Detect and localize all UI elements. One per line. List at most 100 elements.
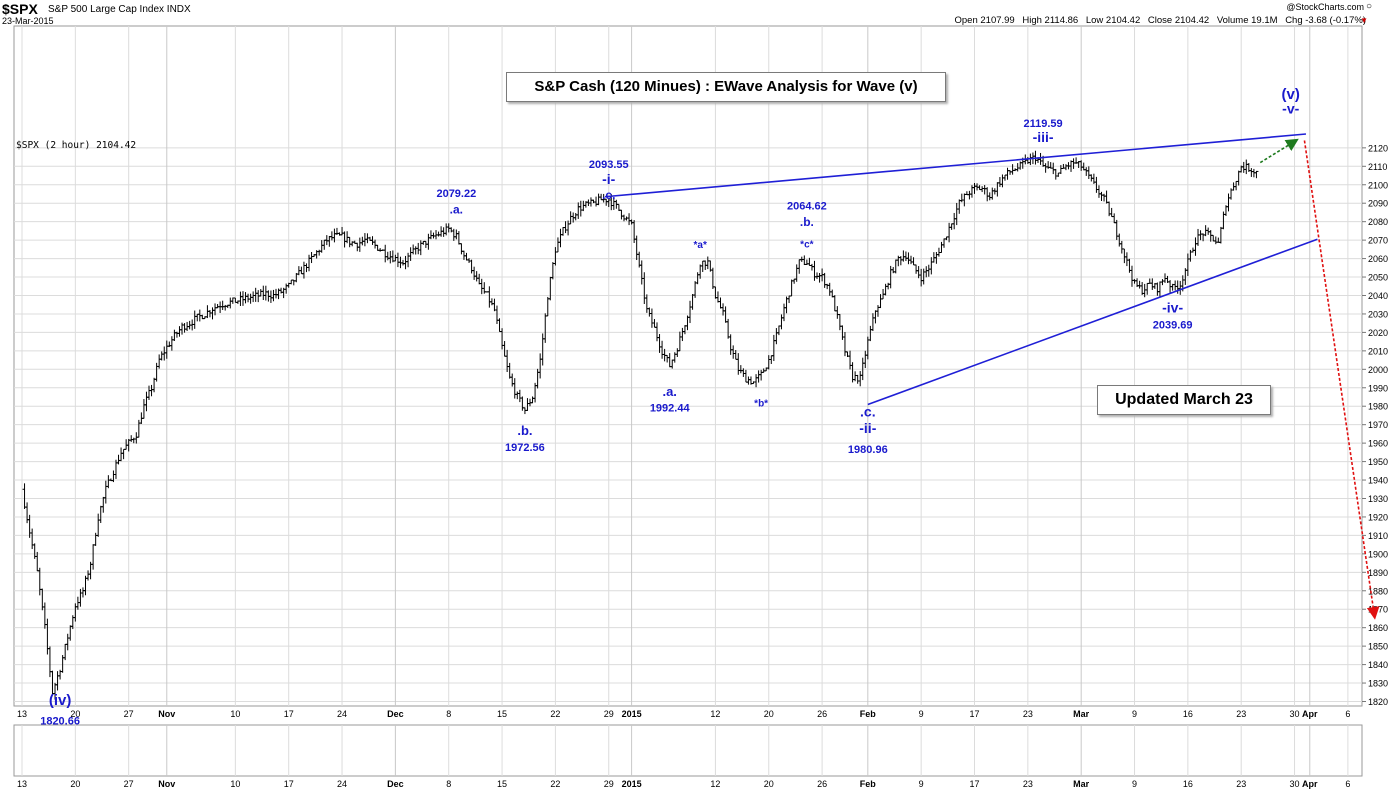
x-tick-label: 10 — [230, 709, 240, 719]
x-tick-label: 23 — [1023, 709, 1033, 719]
low-readout: Low 2104.42 — [1085, 15, 1141, 26]
y-tick-label: 1840 — [1368, 660, 1388, 670]
x-tick-label: Dec — [387, 709, 404, 719]
y-tick-label: 2070 — [1368, 236, 1388, 246]
wave-label: 1972.56 — [505, 442, 545, 454]
x-tick-label-bottom: 17 — [969, 779, 979, 789]
y-tick-label: 1980 — [1368, 402, 1388, 412]
x-tick-label: 27 — [124, 709, 134, 719]
y-tick-label: 2060 — [1368, 254, 1388, 264]
y-tick-label: 2040 — [1368, 291, 1388, 301]
y-tick-label: 1920 — [1368, 512, 1388, 522]
x-tick-label: 12 — [710, 709, 720, 719]
y-tick-label: 2110 — [1368, 162, 1387, 172]
y-tick-label: 2120 — [1368, 143, 1388, 153]
projection-arrow-down — [1303, 140, 1380, 620]
x-tick-label-bottom: 22 — [550, 779, 560, 789]
y-tick-label: 2090 — [1368, 199, 1388, 209]
wave-label: .a. — [450, 202, 463, 216]
wave-label: .c. — [860, 403, 876, 419]
close-readout: Close 2104.42 — [1147, 15, 1210, 26]
x-tick-label-bottom: 2015 — [622, 779, 642, 789]
wave-label: 2093.55 — [589, 159, 629, 171]
x-tick-label-bottom: 20 — [70, 779, 80, 789]
wave-annotation: 2093.55-i-.c. — [589, 159, 629, 202]
y-tick-label: 2010 — [1368, 346, 1388, 356]
updated-note: Updated March 23 — [1097, 385, 1271, 415]
wave-label: (v) — [1282, 86, 1300, 103]
wave-label: 1980.96 — [848, 444, 888, 456]
x-tick-label-bottom: 8 — [446, 779, 451, 789]
x-tick-label: 15 — [497, 709, 507, 719]
chart-date: 23-Mar-2015 — [2, 16, 54, 26]
y-tick-label: 1970 — [1368, 420, 1388, 430]
y-tick-label: 2030 — [1368, 309, 1388, 319]
wave-label: 2039.69 — [1153, 319, 1193, 331]
open-readout: Open 2107.99 — [954, 15, 1015, 26]
x-tick-label: Mar — [1073, 709, 1090, 719]
x-tick-label-bottom: 24 — [337, 779, 347, 789]
x-tick-label-bottom: 16 — [1183, 779, 1193, 789]
wave-label: 1992.44 — [650, 402, 691, 414]
x-tick-label: 24 — [337, 709, 347, 719]
wave-annotation: 2119.59-iii- — [1024, 118, 1063, 145]
wave-label: 2079.22 — [436, 188, 476, 200]
high-readout: High 2114.86 — [1022, 15, 1079, 26]
wave-label: .a. — [662, 384, 676, 399]
x-tick-label: 30 — [1290, 709, 1300, 719]
projection-arrow-up — [1259, 138, 1299, 164]
wave-annotation: .c.-ii- 1980.96 — [848, 403, 888, 456]
x-tick-label-bottom: 20 — [764, 779, 774, 789]
series-label: $SPX (2 hour) 2104.42 — [16, 140, 137, 151]
y-tick-label: 2000 — [1368, 365, 1388, 375]
x-tick-label-bottom: 30 — [1290, 779, 1300, 789]
trendline — [867, 238, 1318, 406]
y-tick-label: 1910 — [1368, 531, 1388, 541]
wave-label: -ii- — [859, 420, 876, 436]
x-tick-label-bottom: 27 — [124, 779, 134, 789]
wave-annotation: .b. 1972.56 — [505, 423, 545, 454]
x-tick-label-bottom: 10 — [230, 779, 240, 789]
x-tick-label: 26 — [817, 709, 827, 719]
x-tick-label-bottom: 15 — [497, 779, 507, 789]
wave-label: *b* — [754, 398, 768, 409]
x-tick-label-bottom: 17 — [284, 779, 294, 789]
y-tick-label: 1870 — [1368, 605, 1388, 615]
symbol-description: S&P 500 Large Cap Index INDX — [48, 4, 191, 15]
y-tick-label: 1940 — [1368, 476, 1388, 486]
down-arrow-icon: ▼ — [1360, 16, 1368, 25]
y-tick-label: 1860 — [1368, 623, 1388, 633]
x-tick-label: 22 — [550, 709, 560, 719]
x-tick-label-bottom: 29 — [604, 779, 614, 789]
y-tick-label: 1960 — [1368, 439, 1388, 449]
x-tick-label: 17 — [284, 709, 294, 719]
wave-label: 1820.66 — [40, 716, 80, 728]
symbol-label: $SPX — [2, 1, 38, 17]
wave-label: 2064.62 — [787, 200, 827, 212]
wave-annotation: (iv) 1820.66 — [40, 692, 80, 727]
x-tick-label-bottom: 26 — [817, 779, 827, 789]
y-tick-label: 1900 — [1368, 549, 1388, 559]
wave-annotation: 2064.62 .b. *c* — [787, 200, 827, 250]
wave-label: .b. — [517, 423, 532, 438]
x-tick-label: 9 — [1132, 709, 1137, 719]
x-tick-label: 13 — [17, 709, 27, 719]
y-tick-label: 2100 — [1368, 180, 1388, 190]
x-tick-label-bottom: 6 — [1345, 779, 1350, 789]
y-tick-label: 1830 — [1368, 679, 1388, 689]
x-tick-label: 17 — [969, 709, 979, 719]
wave-label: 2119.59 — [1024, 118, 1063, 130]
wave-label: *a* — [694, 240, 707, 251]
wave-annotation: (v)-v- — [1282, 86, 1300, 117]
wave-annotation: *b* — [754, 398, 768, 409]
y-tick-label: 2080 — [1368, 217, 1388, 227]
stockcharts-credit[interactable]: @StockCharts.com — [1286, 2, 1364, 12]
x-tick-label: Apr — [1302, 709, 1318, 719]
x-tick-label: 16 — [1183, 709, 1193, 719]
y-tick-label: 1820 — [1368, 697, 1388, 707]
wave-annotation: .a. 1992.44 — [650, 384, 691, 414]
x-tick-label-bottom: 9 — [919, 779, 924, 789]
y-tick-label: 1990 — [1368, 383, 1388, 393]
x-tick-label: 9 — [919, 709, 924, 719]
